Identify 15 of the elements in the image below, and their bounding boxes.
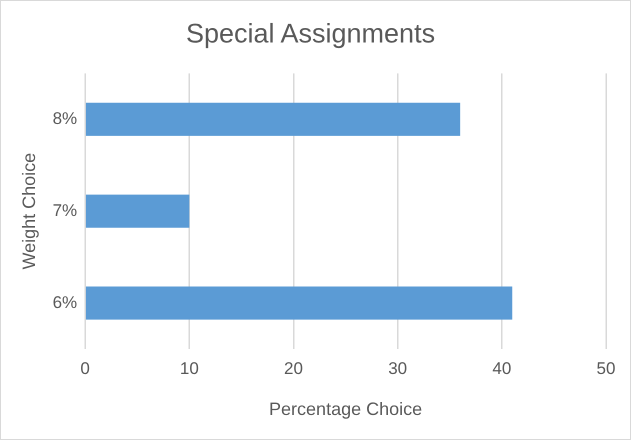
y-tick-label: 6% — [52, 292, 78, 312]
x-tick-label: 30 — [388, 358, 408, 378]
bar — [86, 286, 512, 320]
y-tick-label: 7% — [52, 200, 78, 220]
y-axis-title: Weight Choice — [18, 152, 39, 270]
x-axis-title: Percentage Choice — [269, 399, 422, 420]
chart-title: Special Assignments — [186, 18, 436, 49]
x-tick-label: 50 — [596, 358, 616, 378]
x-tick-label: 20 — [284, 358, 303, 378]
y-tick-label: 8% — [52, 109, 78, 128]
x-tick-label: 0 — [80, 358, 90, 378]
x-tick-label: 10 — [180, 358, 199, 378]
x-tick-label: 40 — [492, 358, 512, 378]
bar — [86, 102, 460, 136]
bar — [86, 194, 190, 228]
